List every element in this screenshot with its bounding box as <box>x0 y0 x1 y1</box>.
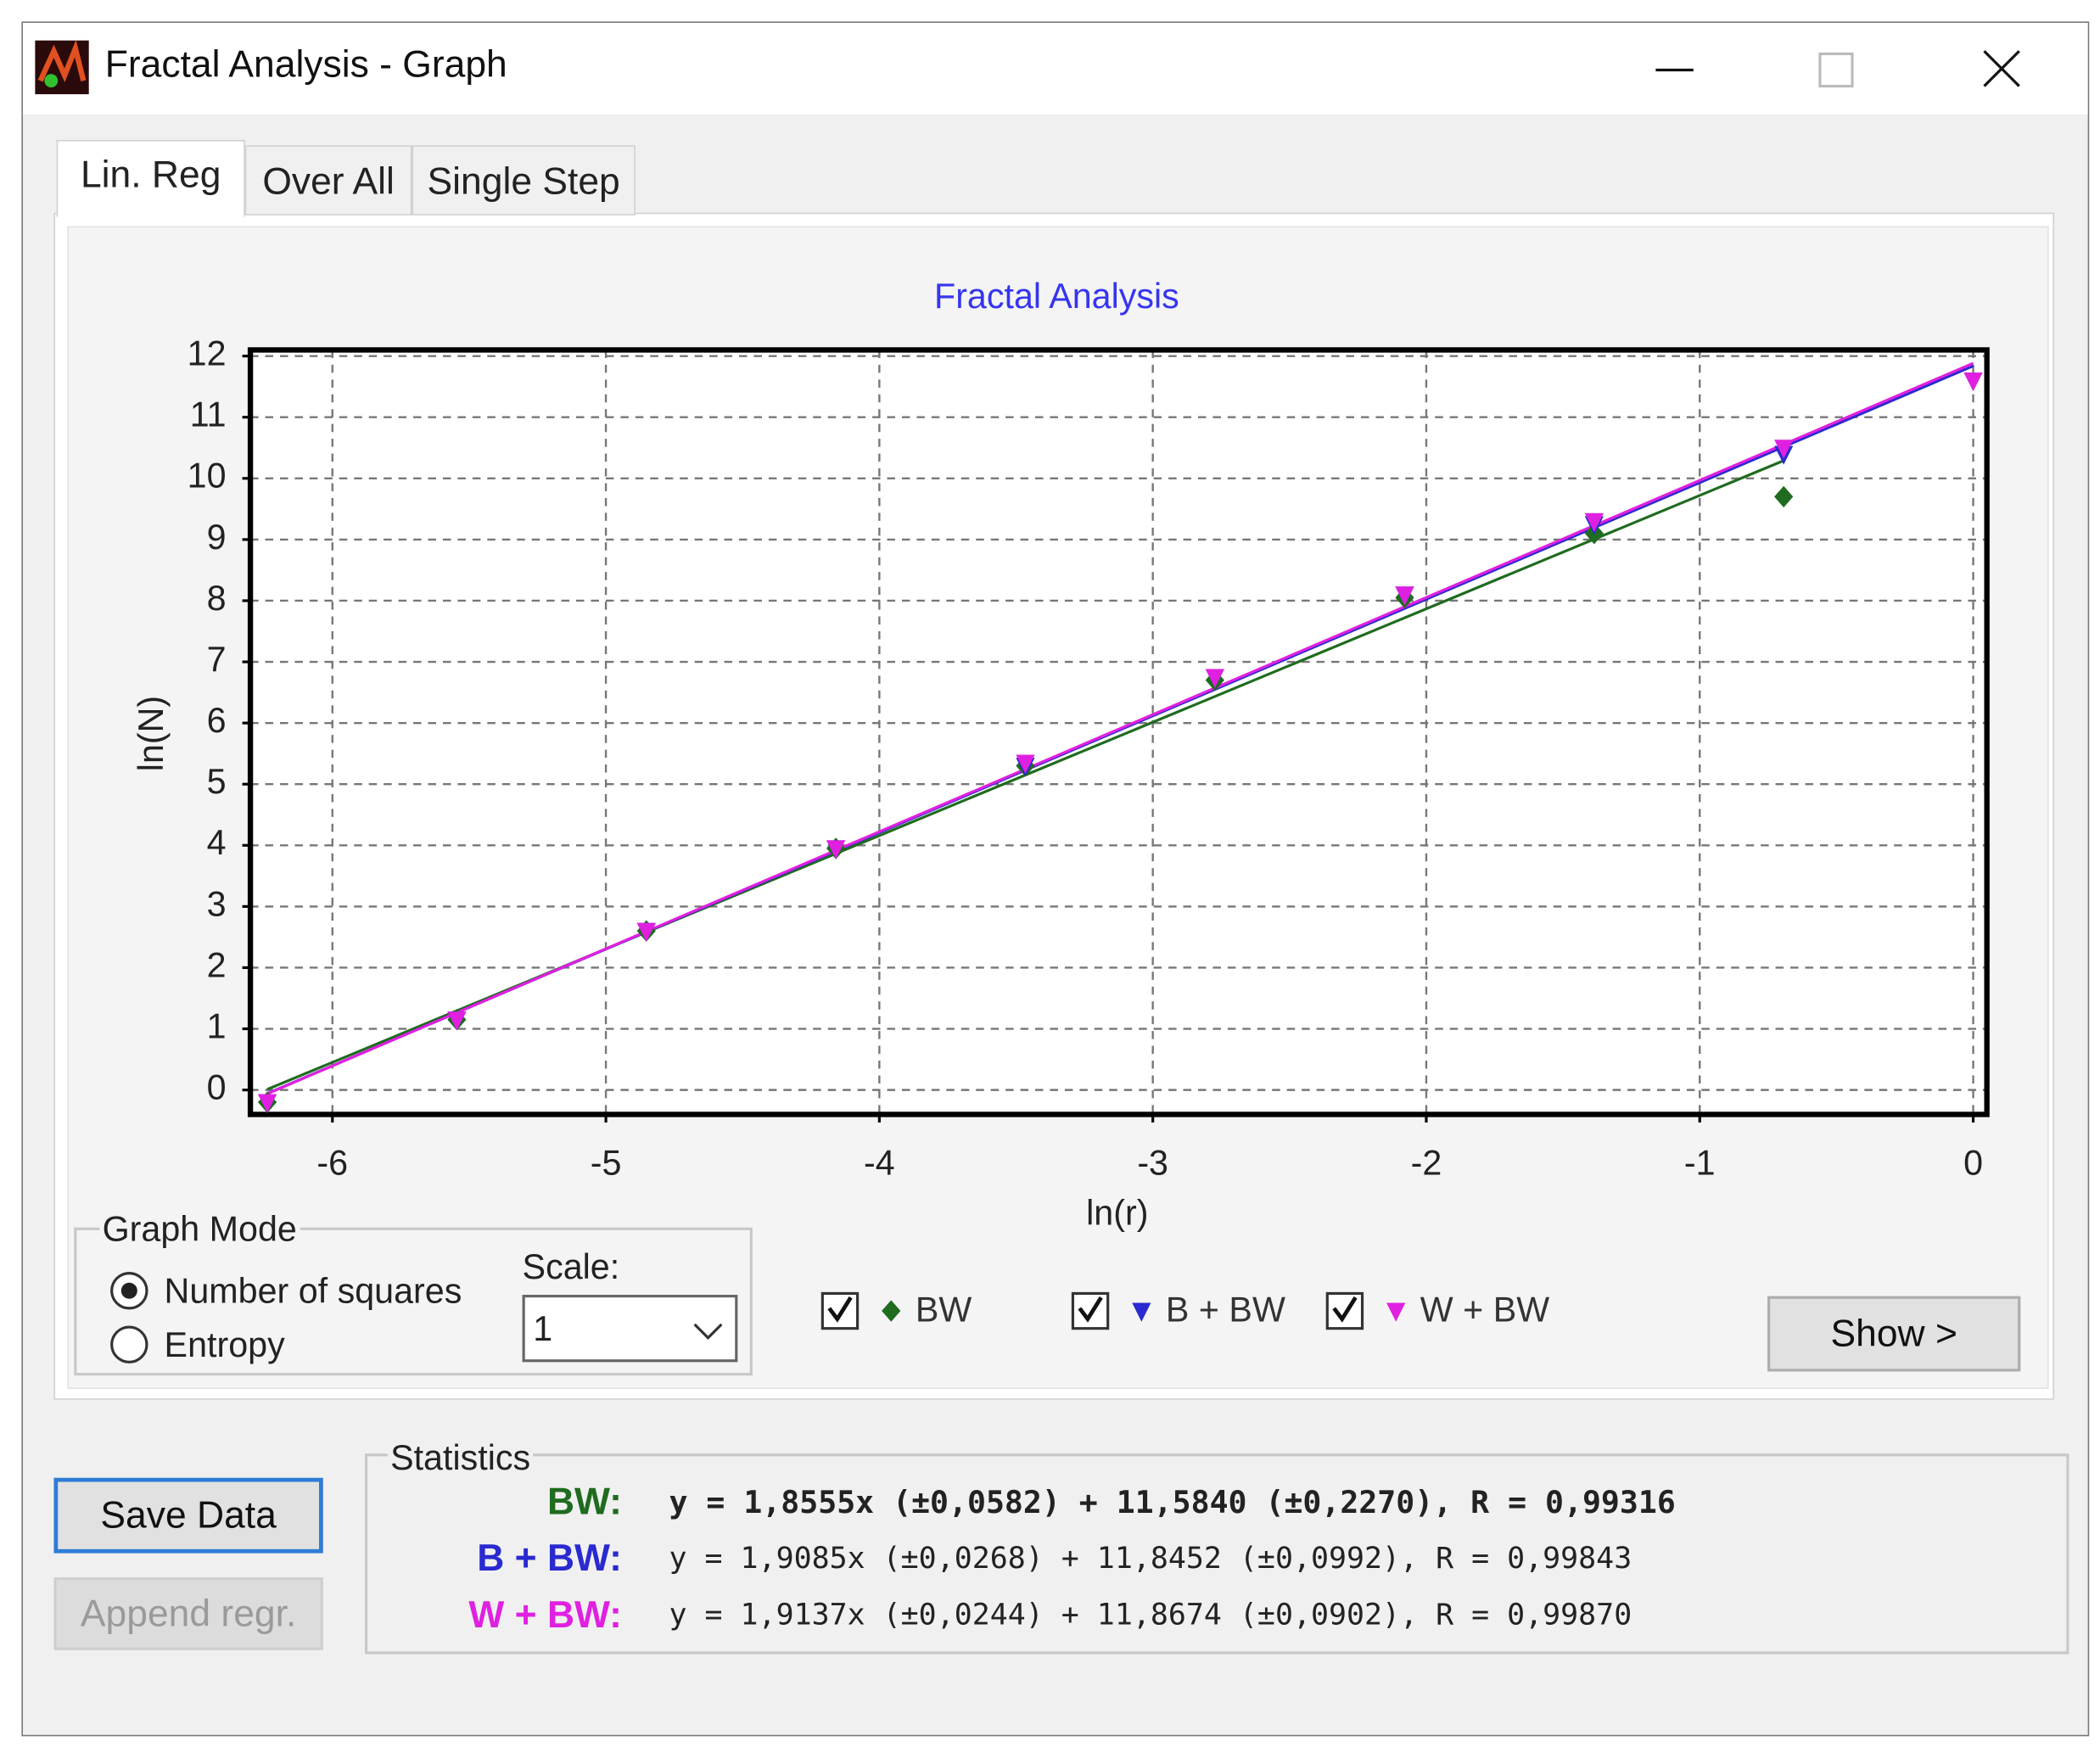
scale-label: Scale: <box>522 1246 620 1287</box>
radio-label[interactable]: Entropy <box>164 1324 285 1365</box>
legend-checkbox[interactable] <box>1325 1291 1364 1330</box>
radio-label[interactable]: Number of squares <box>164 1270 462 1312</box>
graph-mode-group <box>74 1227 753 1376</box>
legend-label: B + BW <box>1165 1289 1285 1330</box>
radio-button[interactable] <box>110 1272 148 1310</box>
statistics-text: y = 1,9085x (±0,0268) + 11,8452 (±0,0992… <box>669 1542 1632 1576</box>
statistics-group <box>364 1453 2069 1655</box>
legend-marker-shape <box>1386 1302 1406 1322</box>
statistics-label: B + BW: <box>477 1537 622 1579</box>
window-controls[interactable] <box>1643 41 2047 100</box>
check-mark <box>1332 1296 1358 1323</box>
dropdown-arrow <box>693 1323 723 1341</box>
graph-area <box>67 226 2049 1390</box>
group-title: Graph Mode <box>99 1208 300 1251</box>
check-mark <box>1078 1296 1103 1323</box>
statistics-text: y = 1,8555x (±0,0582) + 11,5840 (±0,2270… <box>669 1486 1676 1521</box>
scale-select[interactable]: 1 <box>522 1295 738 1363</box>
check-mark <box>827 1296 853 1323</box>
legend-checkbox[interactable] <box>820 1291 860 1330</box>
scale-value: 1 <box>533 1307 553 1349</box>
tab[interactable]: Single Step <box>412 145 636 216</box>
legend-label: BW <box>915 1289 972 1330</box>
tab[interactable]: Over All <box>244 145 412 216</box>
legend-marker <box>1132 1302 1151 1322</box>
legend-marker <box>1386 1302 1406 1322</box>
legend-marker-shape <box>882 1300 901 1322</box>
radio-button[interactable] <box>110 1325 148 1363</box>
statistics-label: W + BW: <box>468 1593 622 1636</box>
legend-label: W + BW <box>1420 1289 1550 1330</box>
legend-marker-shape <box>1132 1302 1151 1322</box>
tab[interactable]: Lin. Reg <box>56 139 245 217</box>
legend-marker <box>882 1300 901 1322</box>
window-title: Fractal Analysis - Graph <box>104 42 507 85</box>
statistics-label: BW: <box>546 1480 622 1523</box>
title-bar <box>22 22 2088 115</box>
append-regr-button[interactable]: Append regr. <box>53 1577 323 1650</box>
app-icon <box>35 40 89 95</box>
statistics-text: y = 1,9137x (±0,0244) + 11,8674 (±0,0902… <box>669 1599 1632 1633</box>
show-button[interactable]: Show > <box>1767 1296 2021 1372</box>
save-data-button[interactable]: Save Data <box>53 1477 323 1554</box>
group-title: Statistics <box>387 1437 534 1480</box>
legend-checkbox[interactable] <box>1071 1291 1110 1330</box>
